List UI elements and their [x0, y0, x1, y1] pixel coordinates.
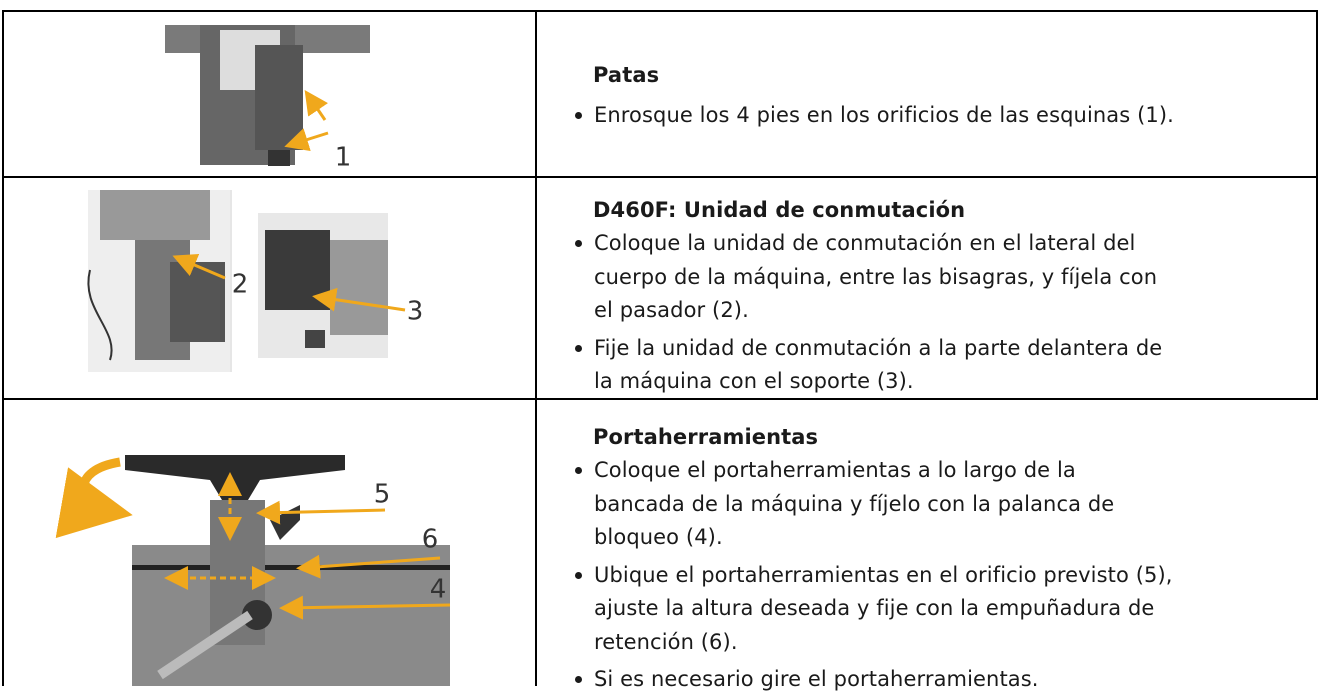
column-border [535, 10, 537, 686]
bullet-text: bloqueo (4). [594, 525, 723, 549]
table-border [2, 10, 1318, 12]
bullet [575, 240, 582, 247]
image-label: 1 [335, 143, 352, 173]
bullet-text: ajuste la altura deseada y fije con la e… [594, 596, 1155, 620]
bullet-text: Ubique el portaherramientas en el orific… [594, 562, 1173, 587]
bullet-text: el pasador (2). [594, 298, 749, 322]
image-toolrest: 5 6 4 [55, 455, 451, 686]
row-heading: Portaherramientas [593, 425, 819, 449]
image-label: 5 [374, 480, 391, 510]
bullet [575, 112, 582, 119]
bullet-text: Si es necesario gire el portaherramienta… [594, 667, 1039, 691]
bullet [575, 571, 582, 579]
bullet-text: Coloque la unidad de conmutación en el l… [594, 231, 1136, 255]
row-border [2, 176, 1318, 178]
table-border [1316, 10, 1318, 400]
image-switch: 2 3 [87, 190, 424, 372]
bullet-text: cuerpo de la máquina, entre las bisagras… [594, 264, 1158, 289]
bullet-text: Enrosque los 4 pies en los orificios de … [594, 103, 1174, 127]
bullet [575, 467, 582, 474]
bullet [575, 344, 582, 352]
bullet-text: Coloque el portaherramientas a lo largo … [594, 458, 1076, 482]
image-label: 6 [422, 525, 439, 555]
bullet-text: Fije la unidad de conmutación a la parte… [594, 335, 1163, 360]
image-legs: 1 [165, 25, 370, 173]
row-heading: Patas [593, 63, 660, 87]
row-heading: D460F: Unidad de conmutación [593, 198, 966, 222]
bullet-text: retención (6). [594, 629, 738, 654]
row-border [2, 398, 1318, 400]
image-label: 2 [232, 270, 249, 300]
bullet-text: bancada de la máquina y fíjelo con la pa… [594, 491, 1115, 516]
bullet [575, 676, 582, 683]
image-label: 3 [407, 297, 424, 327]
image-label: 4 [430, 575, 447, 605]
table-border [2, 10, 4, 686]
bullet-text: la máquina con el soporte (3). [594, 369, 914, 393]
